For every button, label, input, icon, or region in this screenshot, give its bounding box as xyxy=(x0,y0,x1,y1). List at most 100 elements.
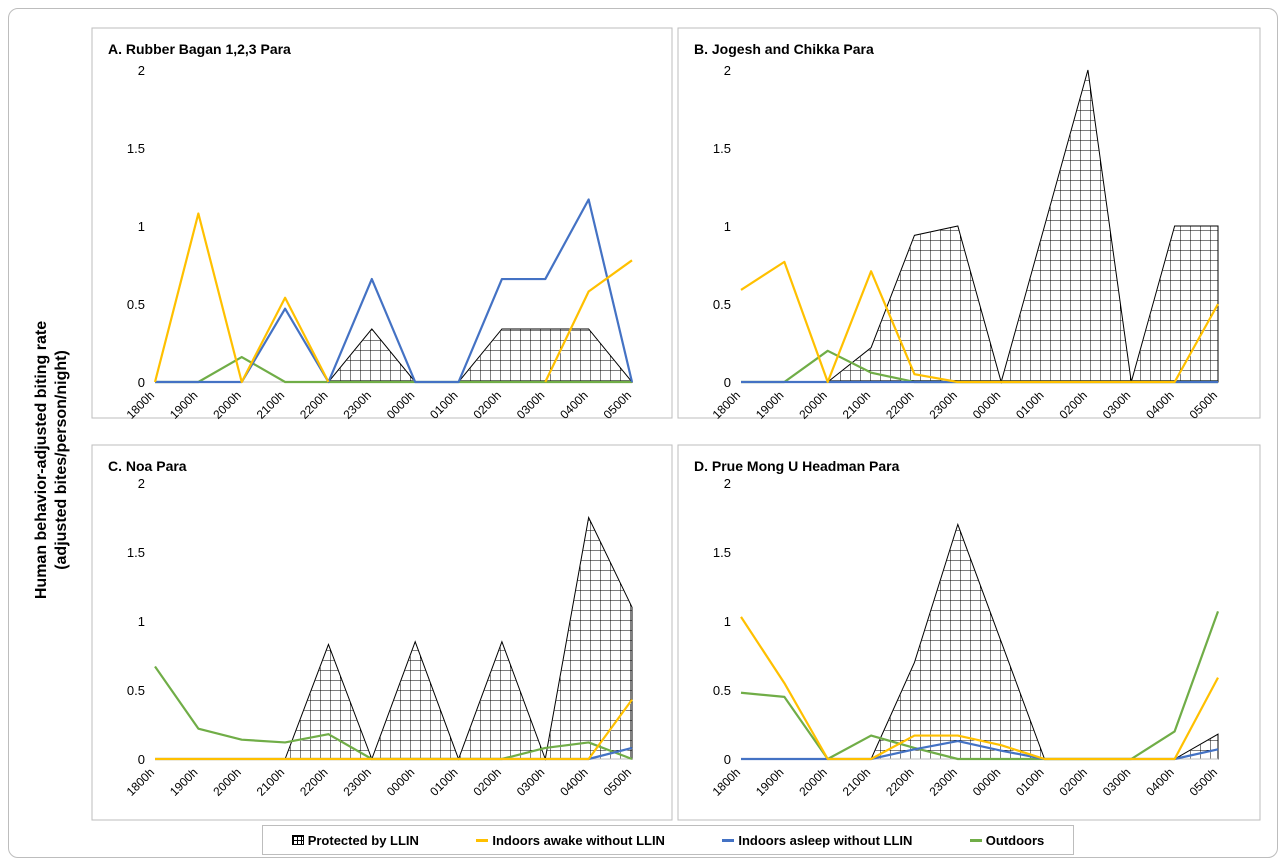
panel-border xyxy=(677,444,1261,821)
legend-swatch-outdoors xyxy=(969,838,982,842)
x-tick-label: 2200h xyxy=(297,388,330,421)
x-tick-label: 1900h xyxy=(167,765,200,798)
x-tick-label: 0000h xyxy=(384,388,417,421)
series-line-awake xyxy=(544,259,633,383)
y-tick-label: 1 xyxy=(724,219,731,234)
x-tick-label: 0300h xyxy=(1100,765,1133,798)
y-tick-label: 1.5 xyxy=(713,141,731,156)
x-tick-label: 0200h xyxy=(471,765,504,798)
panel-2: C. Noa Para 0 0.5 1 1.5 2 1800h 1900h 2000h 2100h… xyxy=(91,444,673,821)
y-tick-label: 0 xyxy=(138,375,145,390)
legend: Protected by LLIN Indoors awake without … xyxy=(262,825,1074,855)
y-axis-label: Human behavior-adjusted biting rate (adj… xyxy=(22,260,82,660)
legend-label-protected: Protected by LLIN xyxy=(307,832,419,848)
y-tick-label: 2 xyxy=(724,63,731,78)
panel-title: C. Noa Para xyxy=(108,458,187,474)
panel-title: A. Rubber Bagan 1,2,3 Para xyxy=(108,41,291,57)
y-tick-label: 0 xyxy=(724,375,731,390)
x-tick-label: 2100h xyxy=(254,765,287,798)
panel-1: B. Jogesh and Chikka Para 0 0.5 1 1.5 2 1800h 1… xyxy=(677,27,1261,422)
legend-swatch-asleep xyxy=(722,838,735,842)
y-tick-label: 0.5 xyxy=(713,683,731,698)
panel-border xyxy=(677,27,1261,419)
y-tick-label: 1 xyxy=(724,614,731,629)
x-tick-label: 2300h xyxy=(926,388,959,421)
x-tick-label: 0300h xyxy=(514,765,547,798)
y-tick-label: 2 xyxy=(724,476,731,491)
y-tick-label: 2 xyxy=(138,476,145,491)
x-tick-label: 0100h xyxy=(427,388,460,421)
x-tick-label: 2000h xyxy=(796,388,829,421)
series-line-awake xyxy=(153,212,330,384)
x-tick-label: 2100h xyxy=(840,765,873,798)
y-tick-label: 1 xyxy=(138,219,145,234)
x-tick-label: 0400h xyxy=(1143,765,1176,798)
x-tick-label: 2200h xyxy=(297,765,330,798)
series-area-protected xyxy=(741,522,1219,760)
x-tick-label: 0500h xyxy=(601,388,634,421)
panel-3: D. Prue Mong U Headman Para 0 0.5 1 1.5 2 1800… xyxy=(677,444,1261,821)
x-tick-label: 2000h xyxy=(210,765,243,798)
y-tick-label: 1 xyxy=(138,614,145,629)
x-tick-label: 0400h xyxy=(557,388,590,421)
series-area-protected xyxy=(155,515,633,761)
series-line-awake xyxy=(740,616,1219,761)
legend-swatch-awake xyxy=(476,838,489,842)
x-tick-label: 0300h xyxy=(1100,388,1133,421)
x-tick-label: 0300h xyxy=(514,388,547,421)
x-tick-label: 1800h xyxy=(710,765,743,798)
series-line-awake xyxy=(155,699,633,761)
y-tick-label: 1.5 xyxy=(127,545,145,560)
series-line-asleep xyxy=(155,198,634,384)
panel-border xyxy=(91,27,673,419)
x-tick-label: 0000h xyxy=(970,765,1003,798)
x-tick-label: 0200h xyxy=(1057,388,1090,421)
legend-item-awake: Indoors awake without LLIN xyxy=(476,833,665,848)
x-tick-label: 0100h xyxy=(1013,765,1046,798)
x-tick-label: 0100h xyxy=(427,765,460,798)
legend-label-outdoors: Outdoors xyxy=(985,832,1045,848)
x-tick-label: 0000h xyxy=(384,765,417,798)
y-tick-label: 0.5 xyxy=(713,297,731,312)
legend-item-asleep: Indoors asleep without LLIN xyxy=(722,833,912,848)
y-tick-label: 1.5 xyxy=(713,545,731,560)
x-tick-label: 1800h xyxy=(710,388,743,421)
y-tick-label: 0.5 xyxy=(127,683,145,698)
x-tick-label: 2300h xyxy=(926,765,959,798)
x-tick-label: 2100h xyxy=(254,388,287,421)
x-tick-label: 0200h xyxy=(1057,765,1090,798)
x-tick-label: 1800h xyxy=(124,388,157,421)
x-tick-label: 1900h xyxy=(167,388,200,421)
y-tick-label: 0 xyxy=(724,752,731,767)
x-tick-label: 0500h xyxy=(601,765,634,798)
x-tick-label: 2300h xyxy=(340,765,373,798)
legend-hatch-swatch xyxy=(291,835,304,845)
panel-title: D. Prue Mong U Headman Para xyxy=(694,458,900,474)
x-tick-label: 2000h xyxy=(796,765,829,798)
x-tick-label: 0000h xyxy=(970,388,1003,421)
legend-label-awake: Indoors awake without LLIN xyxy=(492,832,665,848)
y-axis-label-line1: Human behavior-adjusted biting rate xyxy=(33,320,51,600)
legend-item-protected: Protected by LLIN xyxy=(291,832,419,848)
series-area-protected xyxy=(155,328,634,383)
figure-frame xyxy=(8,8,1278,858)
y-tick-label: 2 xyxy=(138,63,145,78)
x-tick-label: 1800h xyxy=(124,765,157,798)
panel-0: A. Rubber Bagan 1,2,3 Para 0 0.5 1 1.5 2 1800h… xyxy=(91,27,673,422)
x-tick-label: 0100h xyxy=(1013,388,1046,421)
series-line-awake xyxy=(740,260,1219,384)
x-tick-label: 2200h xyxy=(883,388,916,421)
x-tick-label: 1900h xyxy=(753,388,786,421)
panel-border xyxy=(91,444,673,821)
series-line-outdoors xyxy=(155,355,632,384)
series-area-protected xyxy=(741,69,1219,384)
series-line-outdoors xyxy=(740,610,1220,761)
x-tick-label: 0500h xyxy=(1187,388,1220,421)
x-tick-label: 0200h xyxy=(471,388,504,421)
x-tick-label: 2300h xyxy=(340,388,373,421)
x-tick-label: 0400h xyxy=(1143,388,1176,421)
legend-label-asleep: Indoors asleep without LLIN xyxy=(738,832,913,848)
x-tick-label: 2200h xyxy=(883,765,916,798)
y-tick-label: 0.5 xyxy=(127,297,145,312)
x-tick-label: 0400h xyxy=(557,765,590,798)
